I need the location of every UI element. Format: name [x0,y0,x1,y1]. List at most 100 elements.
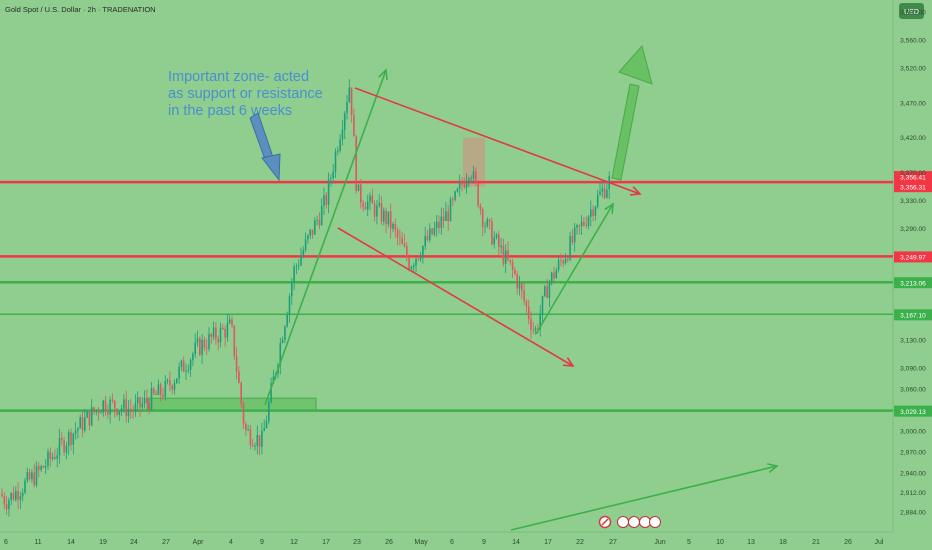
level-label-1: 3,356.31 [900,184,926,191]
candle-body [550,272,553,283]
event-icons[interactable] [598,515,661,529]
time-tick-label: 11 [34,539,41,546]
time-tick-label: May [414,539,428,546]
currency-badge-bg[interactable] [899,3,924,19]
candle-body [357,184,360,191]
time-tick-label: 14 [512,539,520,546]
us-flag-icon-circle-1 [617,516,629,528]
time-tick-label: 19 [99,539,107,546]
candle-body [148,402,150,410]
candle-body [21,492,24,497]
annotation-pointer-arrow [249,112,281,182]
time-tick-label: 5 [687,539,691,546]
candle-body [389,211,392,229]
candle-body [12,492,15,500]
time-tick-label: 6 [450,539,454,546]
candle-body [150,388,153,410]
candle-body [498,234,500,248]
candle-body [44,465,47,468]
candle-body [10,492,12,501]
candle-body [233,325,236,357]
candle-body [199,338,201,355]
candle-body [169,380,171,386]
earnings-icon[interactable] [598,515,612,529]
price-tick-label: 3,420.00 [900,135,926,142]
long-term-projection-line-head [767,463,779,473]
candle-body [371,195,374,204]
time-tick-label: 13 [747,539,755,546]
candle-body [111,399,114,401]
annotation-line-1: Important zone- acted [168,69,309,85]
price-tick-label: 3,330.00 [900,198,926,205]
candle-body [240,382,242,404]
time-axis: 6 11 14 19 24 27 Apr 4 9 12 17 23 26 May 6 9 14 17 22 27 Jun… [4,539,884,546]
candle-body [472,171,475,179]
candle-body [102,400,104,413]
level-label-2: 3,249.97 [900,255,926,262]
candle-body [429,228,431,241]
candle-body [514,269,516,274]
candle-body [182,360,185,372]
candle-body [440,216,443,228]
candle-body [86,411,88,418]
candle-body [362,202,364,207]
candle-body [334,151,337,172]
candle-body [24,480,26,493]
price-tick-label: 2,970.00 [900,449,926,456]
candle-body [157,384,160,395]
candle-body [339,139,341,151]
pointer-arrow-head [261,153,281,182]
candle-body [320,205,323,226]
candle-body [104,400,107,412]
candle-body [307,235,309,240]
candle-body [495,234,498,238]
candle-body [61,438,63,441]
candle-body [258,435,261,447]
candle-body [217,339,219,343]
candle-body [291,282,293,297]
candle-body [341,129,344,140]
candle-body [35,466,38,486]
candle-body [463,184,466,188]
candle-body [120,408,123,411]
time-tick-label: 6 [4,539,8,546]
candle-body [401,238,403,244]
candle-body [208,334,210,349]
candle-body [343,113,346,130]
candle-body [576,225,578,228]
candle-body [49,451,52,459]
support-zone-box [147,397,317,412]
falling-resistance-line [354,87,641,195]
candle-body [537,328,539,330]
candle-body [116,408,118,415]
candle-body [456,188,459,192]
candle-body [509,259,512,263]
candle-body [155,393,157,395]
candle-body [187,369,190,371]
candle-body [327,179,330,205]
candle-body [231,319,233,326]
candle-body [486,219,489,227]
price-tick-label: 2,912.00 [900,490,926,497]
candle-body [569,236,571,260]
candle-body [93,407,95,413]
time-tick-label: Apr [193,539,205,546]
candle-body [72,433,75,445]
level-label-bg-5 [894,405,932,417]
candle-body [219,327,222,343]
time-tick-label: 18 [779,539,787,546]
candle-body [592,209,594,216]
candle-body [180,360,183,367]
level-label-0: 3,356.41 [900,174,926,181]
candle-body [5,504,8,510]
short-term-rising-line-head [604,202,614,215]
candle-body [164,381,167,397]
us-flag-icon[interactable] [617,516,661,528]
candle-body [47,451,49,466]
candle-body [123,399,125,409]
candle-body [606,189,608,198]
candle-body [97,409,100,414]
candle-body [454,191,456,200]
candle-body [222,327,224,330]
